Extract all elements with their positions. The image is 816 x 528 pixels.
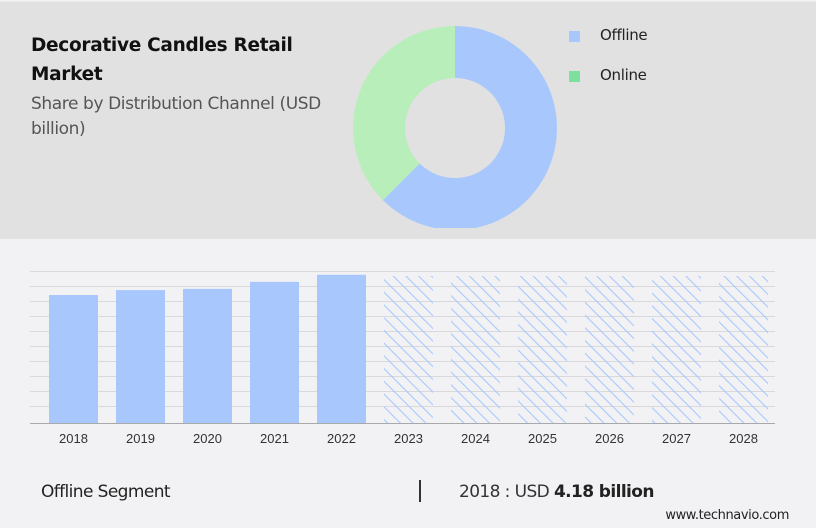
x-label-2020: 2020 xyxy=(193,431,222,446)
bar-2025[interactable] xyxy=(518,276,567,423)
segment-value-amount: 4.18 billion xyxy=(553,482,655,502)
donut-chart xyxy=(353,26,557,230)
bar-2028[interactable] xyxy=(719,276,768,423)
chart-subtitle: Share by Distribution Channel (USD billi… xyxy=(31,94,321,139)
bar-2020[interactable] xyxy=(183,288,232,423)
x-label-2021: 2021 xyxy=(260,431,289,446)
donut-slice-online[interactable] xyxy=(353,26,455,201)
bar-2019[interactable] xyxy=(116,290,165,423)
chart-title: Decorative Candles Retail Market xyxy=(31,35,293,85)
bar-2023[interactable] xyxy=(384,276,433,423)
bar-2024[interactable] xyxy=(451,276,500,423)
x-label-2026: 2026 xyxy=(595,431,624,446)
source-website[interactable]: www.technavio.com xyxy=(665,508,789,523)
legend-label-online: Online xyxy=(600,66,647,84)
x-label-2018: 2018 xyxy=(59,431,88,446)
x-label-2019: 2019 xyxy=(126,431,155,446)
x-label-2024: 2024 xyxy=(461,431,490,446)
bar-chart-plot xyxy=(30,271,775,424)
segment-value: 2018 : USD 4.18 billion xyxy=(459,482,654,502)
legend-swatch-offline xyxy=(569,31,580,42)
bar-2026[interactable] xyxy=(585,276,634,423)
bar-2027[interactable] xyxy=(652,276,701,423)
bar-chart: 2018 2019 2020 2021 2022 2023 2024 2025 2026 2027… xyxy=(0,240,816,460)
footer-separator xyxy=(419,480,421,502)
bar-2018[interactable] xyxy=(49,295,98,423)
donut-slice-offline[interactable] xyxy=(382,26,557,230)
x-label-2025: 2025 xyxy=(528,431,557,446)
x-label-2028: 2028 xyxy=(729,431,758,446)
segment-value-prefix: 2018 : USD xyxy=(459,482,554,502)
x-label-2022: 2022 xyxy=(327,431,356,446)
bar-2022[interactable] xyxy=(317,274,366,423)
legend-swatch-online xyxy=(569,71,580,82)
segment-label: Offline Segment xyxy=(41,482,171,502)
bar-2021[interactable] xyxy=(250,281,299,423)
legend-label-offline: Offline xyxy=(600,26,648,44)
top-strip xyxy=(0,1,816,2)
x-label-2027: 2027 xyxy=(662,431,691,446)
x-label-2023: 2023 xyxy=(394,431,423,446)
